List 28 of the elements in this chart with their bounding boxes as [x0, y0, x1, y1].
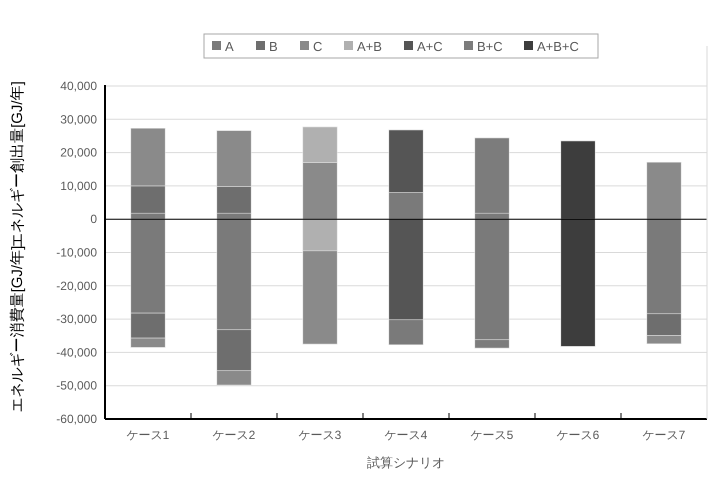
y-tick-label: -20,000: [56, 278, 98, 293]
y-axis-title: エネルギー創出量[GJ/年]: [9, 81, 26, 248]
x-tick-label: ケース5: [470, 428, 514, 442]
x-tick-label: ケース1: [126, 428, 170, 442]
y-tick-label: 40,000: [60, 79, 98, 93]
legend-label: A+B+C: [537, 39, 579, 54]
y-tick-label: -50,000: [56, 378, 98, 393]
x-tick-label: ケース7: [642, 428, 686, 442]
y-tick-label: 10,000: [60, 178, 98, 193]
y-tick-label: 20,000: [60, 146, 98, 160]
legend-label: B: [269, 39, 278, 54]
legend-label: C: [313, 39, 322, 54]
legend-label: A: [225, 39, 234, 54]
legend-label: A+B: [357, 39, 382, 54]
y-tick-label: -30,000: [56, 312, 98, 326]
y-tick-label: -10,000: [56, 246, 98, 260]
y-tick-label: 0: [90, 212, 98, 226]
x-tick-label: ケース2: [212, 428, 256, 442]
legend-label: B+C: [477, 39, 503, 54]
legend-label: A+C: [417, 39, 443, 54]
x-tick-label: ケース4: [384, 428, 428, 442]
y-tick-label: 30,000: [60, 112, 98, 126]
y-tick-label: -60,000: [56, 412, 98, 426]
x-axis-title: 試算シナリオ: [367, 455, 445, 470]
x-tick-label: ケース6: [556, 428, 600, 442]
y-tick-label: -40,000: [56, 345, 98, 360]
text: エネルギー消費量[GJ/年]: [9, 246, 26, 412]
x-tick-label: ケース3: [298, 428, 342, 442]
